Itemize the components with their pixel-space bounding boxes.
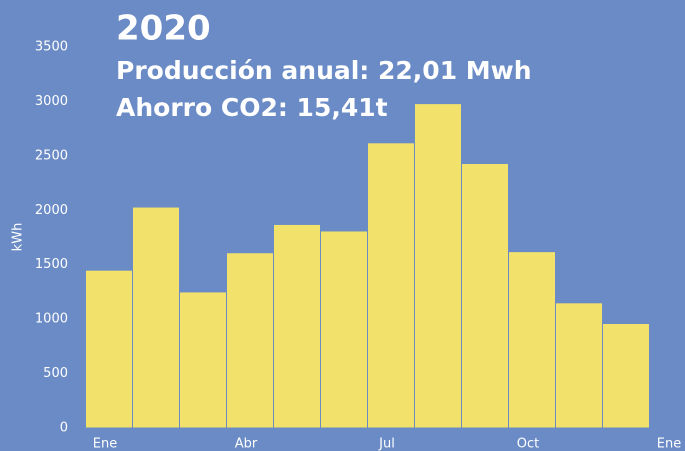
bars bbox=[85, 103, 650, 429]
x-tick-label: Ene bbox=[657, 437, 681, 451]
bar bbox=[273, 223, 321, 429]
y-tick-label: 500 bbox=[43, 366, 68, 381]
bar bbox=[132, 206, 180, 429]
y-tick-label: 1000 bbox=[35, 312, 68, 327]
x-tick-label: Abr bbox=[235, 437, 258, 451]
x-tick-label: Ene bbox=[93, 437, 117, 451]
y-axis-label: kWh bbox=[11, 223, 26, 252]
bar bbox=[508, 251, 556, 429]
x-tick-label: Oct bbox=[517, 437, 539, 451]
bar bbox=[85, 269, 133, 429]
bar bbox=[555, 302, 603, 429]
bar bbox=[461, 162, 509, 429]
bar bbox=[602, 322, 650, 429]
y-tick-label: 3500 bbox=[35, 40, 68, 55]
bar bbox=[179, 291, 227, 429]
y-tick-label: 3000 bbox=[35, 94, 68, 109]
y-tick-label: 0 bbox=[60, 421, 68, 436]
y-tick-label: 2000 bbox=[35, 203, 68, 218]
bar bbox=[414, 103, 462, 429]
bar bbox=[226, 252, 274, 429]
chart-subtitle: Producción anual: 22,01 Mwh bbox=[116, 56, 532, 85]
bar bbox=[320, 230, 368, 429]
y-tick-label: 2500 bbox=[35, 148, 68, 163]
chart-subtitle: Ahorro CO2: 15,41t bbox=[116, 93, 388, 122]
chart-title: 2020 bbox=[116, 9, 211, 49]
bar bbox=[367, 142, 415, 429]
y-tick-label: 1500 bbox=[35, 257, 68, 272]
x-tick-label: Jul bbox=[378, 437, 395, 451]
